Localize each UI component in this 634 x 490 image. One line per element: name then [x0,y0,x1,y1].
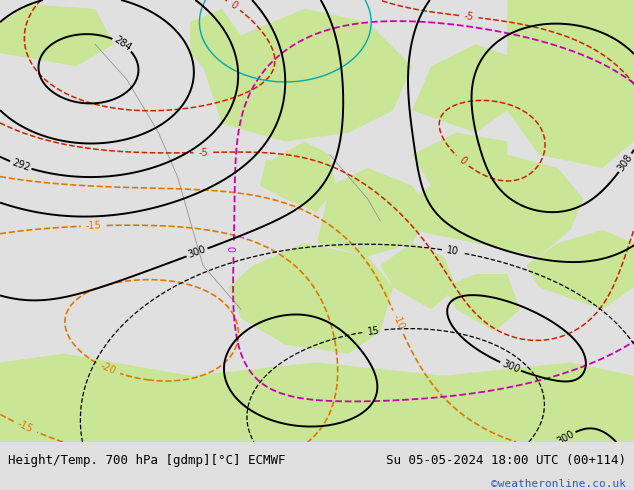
Polygon shape [260,159,292,199]
Polygon shape [412,133,507,199]
Text: 10: 10 [446,245,460,257]
Text: 15: 15 [366,325,380,337]
Polygon shape [0,354,634,442]
Text: 0: 0 [228,0,239,11]
Polygon shape [526,230,634,309]
Text: 0: 0 [229,246,239,252]
Text: -15: -15 [86,220,102,231]
Text: 308: 308 [616,152,634,173]
Polygon shape [507,0,634,168]
Text: 300: 300 [500,359,521,375]
Polygon shape [0,4,114,66]
Polygon shape [203,9,412,142]
Polygon shape [380,243,456,309]
Polygon shape [444,155,583,256]
Text: Height/Temp. 700 hPa [gdmp][°C] ECMWF: Height/Temp. 700 hPa [gdmp][°C] ECMWF [8,454,285,467]
Polygon shape [228,243,393,354]
Polygon shape [412,44,539,133]
Polygon shape [266,142,336,212]
Polygon shape [444,274,520,332]
Text: 284: 284 [112,35,133,53]
Polygon shape [190,9,241,88]
Text: -15: -15 [16,419,35,435]
Polygon shape [317,168,431,256]
Text: -10: -10 [391,313,406,332]
Text: 300: 300 [186,245,207,260]
Text: 0: 0 [457,155,468,167]
Text: 292: 292 [10,157,31,173]
Text: 300: 300 [555,428,576,446]
Text: -5: -5 [198,147,209,158]
Polygon shape [412,177,507,243]
Text: -5: -5 [463,11,474,22]
Text: Su 05-05-2024 18:00 UTC (00+114): Su 05-05-2024 18:00 UTC (00+114) [386,454,626,467]
Text: -20: -20 [99,361,117,377]
Text: ©weatheronline.co.uk: ©weatheronline.co.uk [491,479,626,489]
